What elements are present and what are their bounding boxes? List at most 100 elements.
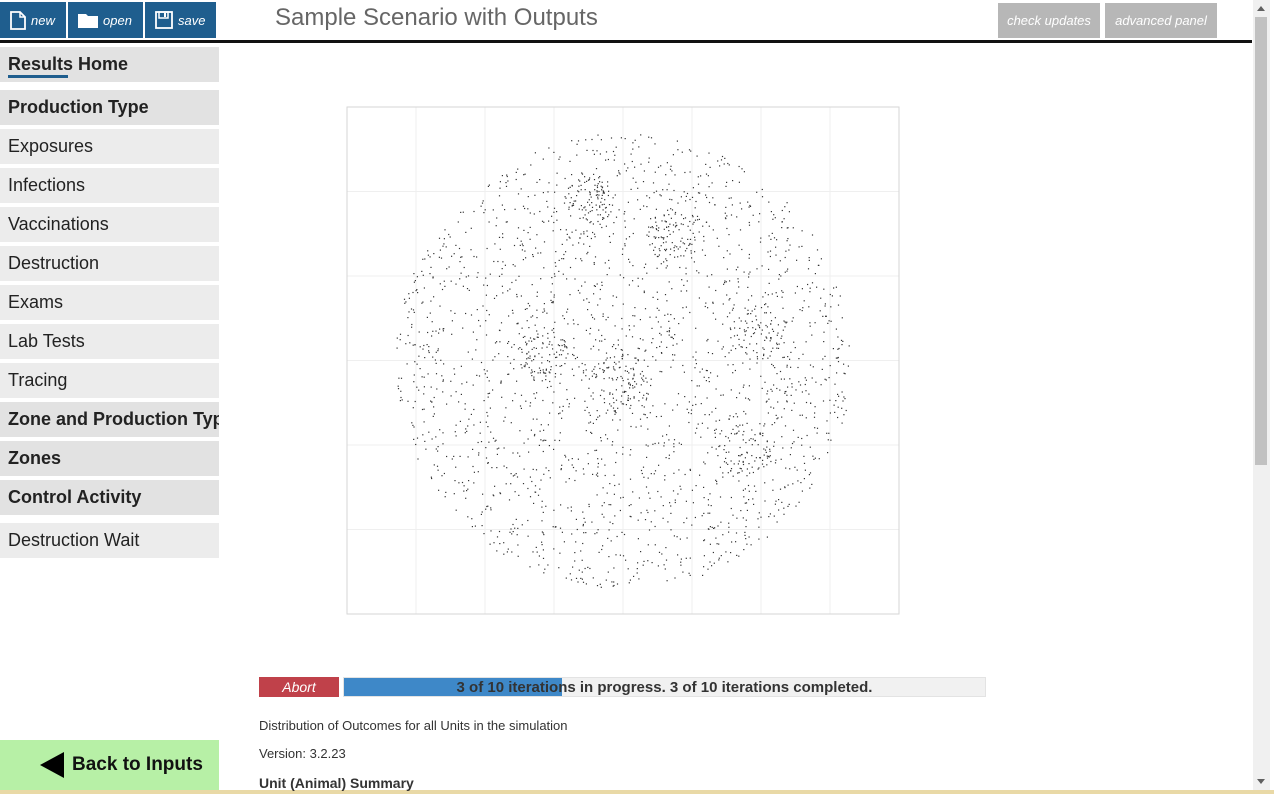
scatter-point	[477, 471, 479, 473]
scatter-point	[558, 567, 560, 569]
scatter-point	[532, 551, 534, 553]
scatter-point	[589, 204, 591, 206]
scatter-point	[488, 441, 490, 443]
open-button[interactable]: open	[68, 2, 143, 38]
scatter-point	[545, 505, 547, 507]
scatter-point	[637, 277, 639, 279]
abort-button[interactable]: Abort	[259, 677, 339, 697]
scatter-point	[536, 181, 538, 183]
scroll-thumb[interactable]	[1255, 17, 1267, 465]
scatter-point	[444, 496, 446, 498]
scatter-point	[761, 463, 764, 465]
sidebar-item-infections[interactable]: Infections	[0, 168, 219, 203]
scatter-point	[837, 336, 839, 338]
scatter-point	[707, 427, 709, 429]
scatter-point	[582, 511, 584, 513]
scatter-point	[632, 369, 635, 371]
scatter-point	[489, 543, 491, 545]
scatter-point	[496, 550, 498, 552]
scatter-point	[650, 521, 652, 523]
scatter-point	[770, 320, 773, 322]
scatter-point	[776, 418, 778, 420]
scatter-point	[597, 458, 599, 460]
scatter-point	[825, 379, 827, 381]
scatter-point	[601, 389, 603, 391]
sidebar-item-vaccinations[interactable]: Vaccinations	[0, 207, 219, 242]
scatter-point	[561, 464, 563, 466]
scatter-point	[848, 345, 850, 347]
sidebar-item-tracing[interactable]: Tracing	[0, 363, 219, 398]
scatter-point	[622, 453, 624, 455]
scatter-point	[652, 296, 654, 298]
scatter-point	[613, 410, 615, 412]
scatter-point	[691, 214, 694, 217]
scatter-point	[493, 542, 495, 544]
sidebar-item-zones[interactable]: Zones	[0, 441, 219, 476]
scatter-point	[736, 416, 739, 418]
scatter-point	[571, 184, 573, 187]
scatter-point	[597, 304, 599, 306]
advanced-panel-button[interactable]: advanced panel	[1105, 3, 1217, 38]
scatter-point	[600, 586, 602, 588]
scatter-point	[473, 482, 475, 484]
scatter-point	[668, 331, 670, 333]
sidebar-item-destruction-wait[interactable]: Destruction Wait	[0, 523, 219, 558]
scatter-point	[472, 331, 474, 333]
sidebar-item-lab-tests[interactable]: Lab Tests	[0, 324, 219, 359]
back-to-inputs-button[interactable]: Back to Inputs	[0, 740, 219, 790]
scatter-point	[540, 424, 542, 426]
scatter-point	[578, 366, 580, 368]
scatter-point	[792, 429, 795, 431]
scatter-point	[689, 238, 692, 240]
scatter-point	[553, 353, 555, 355]
scatter-point	[588, 503, 590, 505]
scatter-point	[840, 339, 843, 341]
scatter-point	[543, 572, 545, 574]
scatter-point	[745, 526, 747, 528]
scatter-point	[666, 434, 668, 436]
scatter-point	[435, 330, 437, 332]
scatter-point	[622, 380, 624, 382]
scatter-point	[416, 276, 418, 278]
scatter-point	[668, 183, 670, 185]
scatter-point	[564, 345, 566, 347]
new-button[interactable]: new	[0, 2, 66, 38]
scatter-point	[660, 245, 662, 247]
sidebar-item-control-activity[interactable]: Control Activity	[0, 480, 219, 515]
save-button[interactable]: save	[145, 2, 216, 38]
scatter-point	[407, 317, 409, 319]
scatter-point	[597, 214, 599, 216]
scatter-point	[809, 487, 811, 489]
scatter-point	[560, 468, 562, 470]
vertical-scrollbar[interactable]	[1253, 0, 1270, 790]
scatter-point	[602, 487, 604, 489]
scatter-point	[775, 414, 777, 416]
scatter-point	[691, 243, 693, 245]
scatter-point	[770, 460, 772, 463]
scatter-point	[694, 367, 696, 369]
scatter-point	[516, 380, 518, 382]
sidebar-item-exposures[interactable]: Exposures	[0, 129, 219, 164]
scatter-point	[659, 332, 661, 334]
scatter-point	[601, 197, 603, 199]
scatter-point	[627, 167, 629, 169]
scatter-point	[583, 299, 585, 301]
sidebar-item-exams[interactable]: Exams	[0, 285, 219, 320]
scatter-point	[596, 283, 598, 285]
sidebar-item-destruction[interactable]: Destruction	[0, 246, 219, 281]
scatter-point	[588, 387, 590, 389]
scatter-point	[601, 204, 603, 206]
scatter-point	[578, 569, 580, 571]
scatter-point	[638, 146, 640, 148]
sidebar-item-zone-and-production-type[interactable]: Zone and Production Type	[0, 402, 219, 437]
scatter-point	[689, 574, 691, 576]
scatter-point	[732, 372, 734, 374]
sidebar-item-production-type[interactable]: Production Type	[0, 90, 219, 125]
scatter-point	[646, 195, 648, 197]
scroll-down-icon[interactable]	[1257, 779, 1265, 784]
scatter-point	[442, 380, 444, 382]
check-updates-button[interactable]: check updates	[998, 3, 1100, 38]
scatter-point	[570, 197, 572, 199]
sidebar-item-results-home[interactable]: Results Home	[0, 47, 219, 82]
scroll-up-icon[interactable]	[1257, 6, 1265, 11]
